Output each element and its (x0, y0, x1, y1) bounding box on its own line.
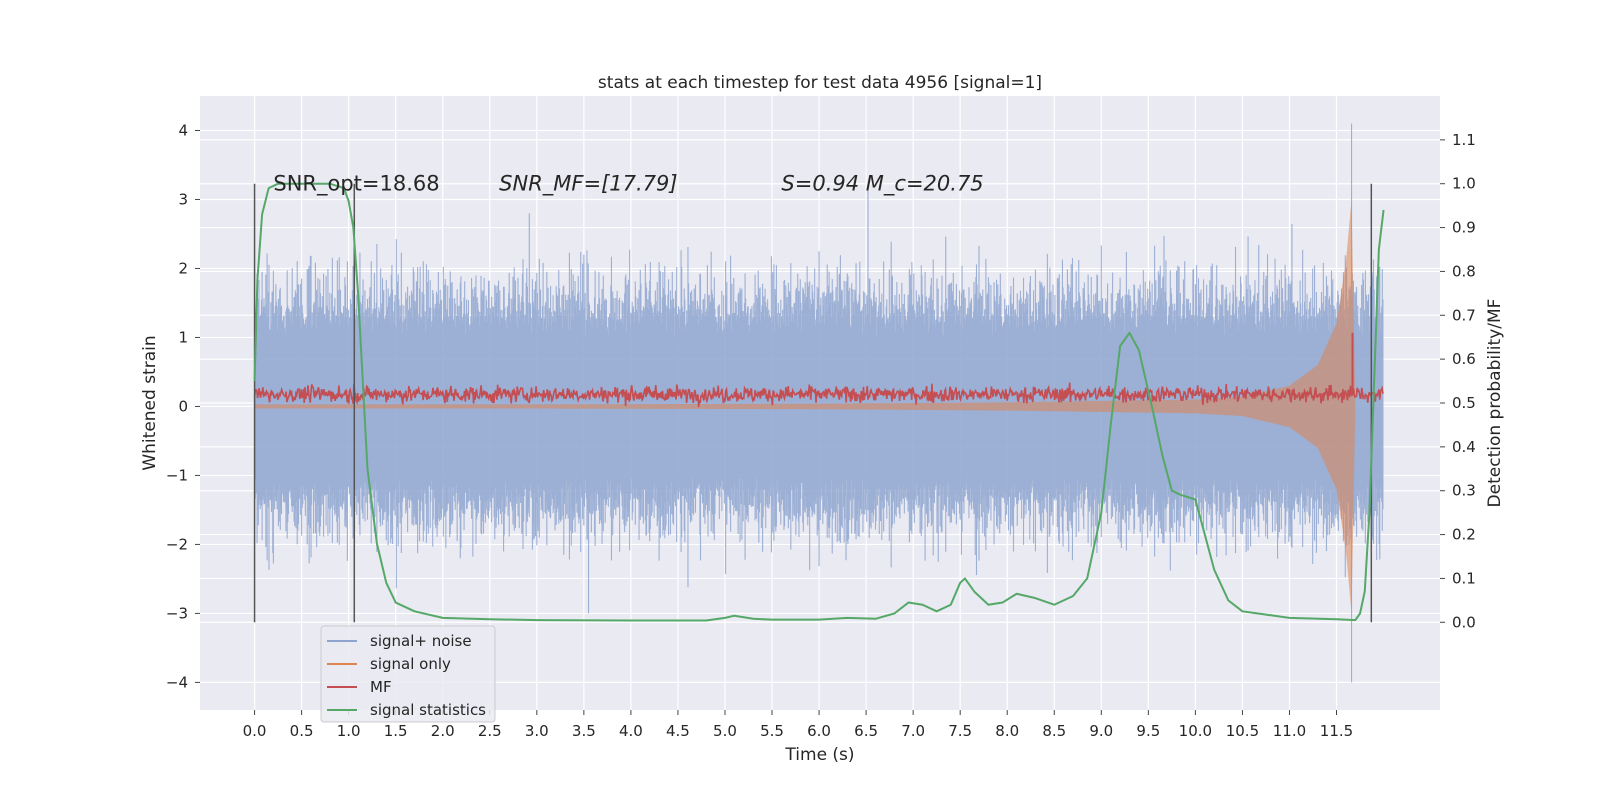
series-signal-statistics (253, 182, 1385, 622)
y2-tick-label: 0.9 (1452, 219, 1476, 237)
y-tick-label: −1 (166, 466, 188, 484)
x-tick-label: 10.5 (1226, 722, 1259, 740)
signal-statistics-line (253, 182, 1385, 622)
series-signal-only (254, 199, 1356, 614)
y-axis-label: Whitened strain (140, 335, 160, 470)
x-tick-label: 0.5 (290, 722, 314, 740)
x-tick-label: 6.0 (807, 722, 831, 740)
legend-box (320, 625, 496, 723)
x-tick-label: 3.0 (525, 722, 549, 740)
x-tick-label: 3.5 (572, 722, 596, 740)
y2-tick-label: 0.3 (1452, 482, 1476, 500)
y2-tick-label: 0.5 (1452, 394, 1476, 412)
legend-label: signal+ noise (370, 632, 472, 650)
y-tick-label: −2 (166, 535, 188, 553)
x-tick-label: 8.5 (1042, 722, 1066, 740)
x-tick-label: 9.0 (1089, 722, 1113, 740)
y2-tick-label: 1.0 (1452, 175, 1476, 193)
x-tick-label: 9.5 (1136, 722, 1160, 740)
x-tick-label: 5.0 (713, 722, 737, 740)
y-tick-label: 3 (178, 190, 188, 208)
x-tick-label: 7.0 (901, 722, 925, 740)
x-tick-label: 4.5 (666, 722, 690, 740)
x-tick-label: 5.5 (760, 722, 784, 740)
x-tick-label: 2.0 (431, 722, 455, 740)
y2-tick-label: 0.7 (1452, 306, 1476, 324)
y-tick-label: 4 (178, 121, 188, 139)
x-tick-label: 4.0 (619, 722, 643, 740)
annotation-text: S=0.94 M_c=20.75 (781, 171, 983, 196)
y2-tick-label: 0.6 (1452, 350, 1476, 368)
axes: 0.0 0.5 1.0 1.5 2.0 2.5 3.0 3.5 4.0 4.5 5.0 5.5 6.0 6… (166, 121, 1476, 740)
legend-label: signal statistics (370, 701, 486, 719)
x-tick-label: 1.0 (337, 722, 361, 740)
y2-tick-label: 0.4 (1452, 438, 1476, 456)
y-tick-label: 1 (178, 328, 188, 346)
series-mf (253, 332, 1384, 408)
y2-tick-label: 0.1 (1452, 569, 1476, 587)
y-tick-label: 0 (178, 397, 188, 415)
annotation-text: SNR_opt=18.68 (273, 171, 439, 196)
x-tick-label: 11.5 (1320, 722, 1353, 740)
y-tick-label: −3 (166, 604, 188, 622)
x-tick-label: 6.5 (854, 722, 878, 740)
y2-tick-label: 0.2 (1452, 526, 1476, 544)
legend: signal+ noise signal only MF signal statist… (320, 625, 496, 723)
y2-axis-label: Detection probability/MF (1485, 299, 1505, 508)
x-tick-label: 11.0 (1273, 722, 1306, 740)
annotation-text: SNR_MF=[17.79] (499, 171, 677, 196)
x-tick-label: 10.0 (1179, 722, 1212, 740)
y2-tick-label: 0.8 (1452, 262, 1476, 280)
x-axis-label: Time (s) (784, 745, 854, 765)
x-tick-label: 7.5 (948, 722, 972, 740)
mf-line (253, 382, 1384, 408)
vertical-markers (253, 183, 1373, 623)
y-tick-label: −4 (166, 673, 188, 691)
y-tick-label: 2 (178, 259, 188, 277)
x-tick-label: 2.5 (478, 722, 502, 740)
y2-tick-label: 1.1 (1452, 131, 1476, 149)
signal-only-area (254, 199, 1356, 614)
annotations: SNR_opt=18.68 SNR_MF=[17.79] S=0.94 M_c=20… (273, 171, 983, 196)
x-tick-label: 8.0 (995, 722, 1019, 740)
y2-tick-label: 0.0 (1452, 613, 1476, 631)
chart-title: stats at each timestep for test data 495… (598, 73, 1042, 93)
legend-label: signal only (370, 655, 451, 673)
legend-label: MF (370, 678, 392, 696)
x-tick-label: 1.5 (384, 722, 408, 740)
x-tick-label: 0.0 (243, 722, 267, 740)
